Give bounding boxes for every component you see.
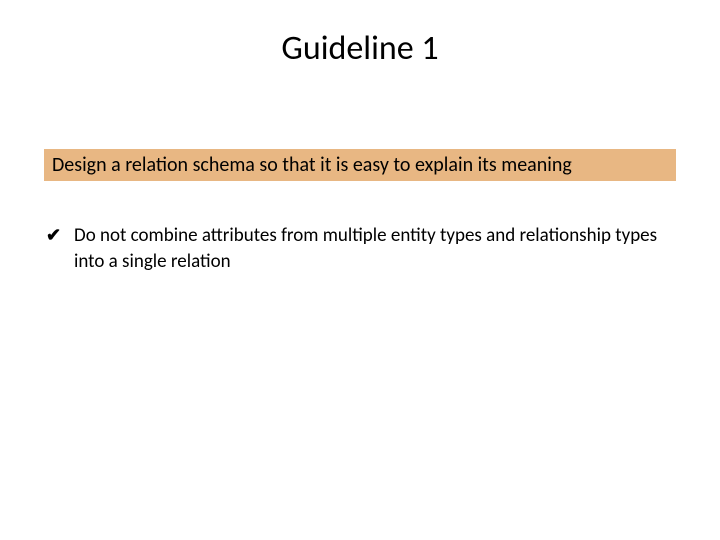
slide-title: Guideline 1 xyxy=(0,0,720,69)
highlight-text: Design a relation schema so that it is e… xyxy=(52,153,572,177)
highlight-bar: Design a relation schema so that it is e… xyxy=(44,149,676,181)
bullet-list: Do not combine attributes from multiple … xyxy=(44,223,676,274)
bullet-item: Do not combine attributes from multiple … xyxy=(44,223,676,274)
bullet-text: Do not combine attributes from multiple … xyxy=(74,224,657,273)
